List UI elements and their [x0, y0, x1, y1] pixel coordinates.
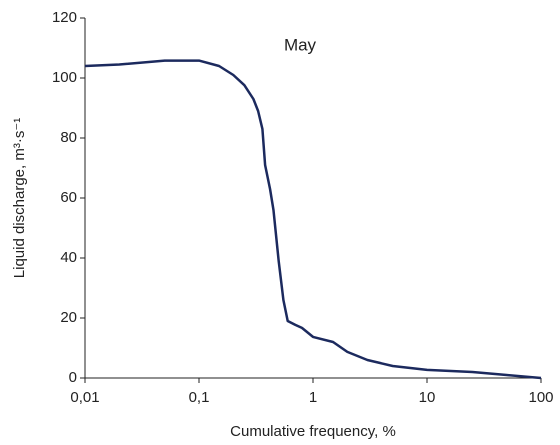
x-tick-label: 0,01	[70, 389, 99, 406]
y-axis-label: Liquid discharge, m³·s⁻¹	[11, 118, 28, 278]
data-line	[84, 59, 542, 380]
y-tick-label: 60	[60, 189, 77, 206]
y-tick-label: 20	[60, 309, 77, 326]
x-tick-label: 1	[309, 389, 317, 406]
y-tick-label: 40	[60, 249, 77, 266]
x-tick-label: 10	[419, 389, 436, 406]
x-tick-label: 0,1	[189, 389, 210, 406]
y-tick-label: 120	[52, 9, 77, 26]
y-tick-label: 100	[52, 69, 77, 86]
y-tick-label: 80	[60, 129, 77, 146]
y-tick-label: 0	[69, 369, 77, 386]
x-axis-label: Cumulative frequency, %	[230, 423, 396, 440]
x-tick-label: 100	[528, 389, 553, 406]
annotation: May	[284, 35, 317, 54]
